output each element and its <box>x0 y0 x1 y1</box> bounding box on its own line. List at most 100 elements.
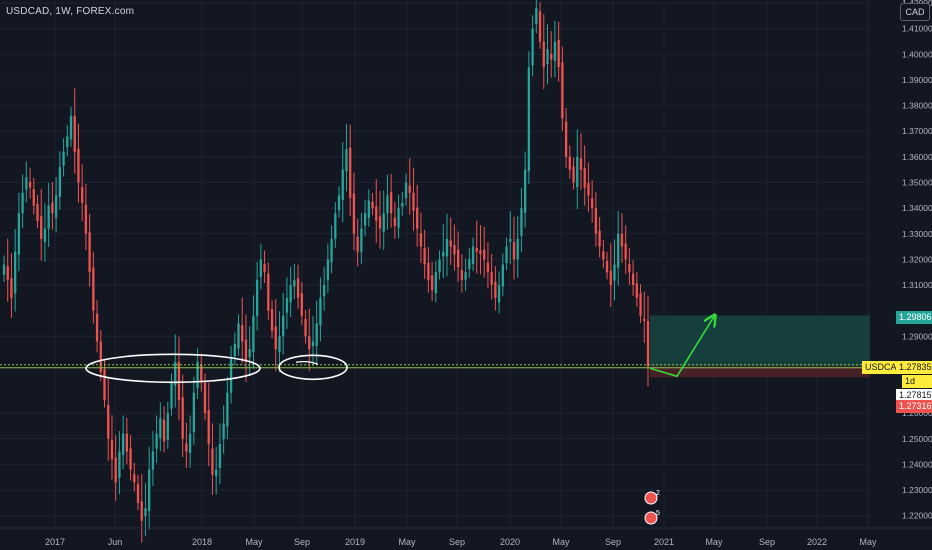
candle-body <box>363 213 367 226</box>
y-tick-label: 1.41000 <box>902 24 932 34</box>
y-tick-label: 1.37000 <box>902 126 932 136</box>
candle-body <box>550 53 553 60</box>
projection-arrow <box>649 317 714 378</box>
candle-body <box>531 28 534 66</box>
candle-body <box>460 270 464 280</box>
candle-body <box>196 361 199 389</box>
candle-body <box>315 323 318 347</box>
candle-body <box>535 8 538 25</box>
candle-body <box>81 187 84 203</box>
candle-body <box>512 241 516 260</box>
candle-body <box>77 148 80 183</box>
candle-body <box>456 249 460 268</box>
candle-body <box>148 469 151 512</box>
candle-body <box>241 325 244 342</box>
candle-body <box>121 433 125 455</box>
candle-body <box>133 474 136 483</box>
candle-body <box>330 238 333 263</box>
candle-body <box>557 39 560 68</box>
x-tick-label: May <box>552 537 570 547</box>
x-tick-label: Sep <box>294 537 310 547</box>
candle-body <box>21 192 24 214</box>
candle-body <box>322 285 326 297</box>
stop-zone <box>650 366 870 378</box>
candle-body <box>144 508 147 517</box>
candle-body <box>285 297 289 313</box>
candle-body <box>505 246 508 263</box>
candle-body <box>110 440 114 460</box>
candle-body <box>624 243 627 260</box>
candle-body <box>311 341 315 347</box>
dividend-event-icon <box>644 511 658 525</box>
candle-body <box>92 267 95 311</box>
x-tick-label: May <box>859 537 877 547</box>
candle-body <box>10 278 13 298</box>
below-price-tag: 1.27815 <box>896 389 932 402</box>
candle-body <box>416 207 419 229</box>
candle-body <box>211 448 214 475</box>
candle-body <box>43 228 47 242</box>
price-axis[interactable]: 1.420001.410001.400001.390001.380001.370… <box>896 0 932 528</box>
candle-body <box>609 270 612 286</box>
x-tick-label: Jun <box>108 537 123 547</box>
candle-body <box>47 205 50 229</box>
candle-body <box>572 166 575 183</box>
candle-body <box>114 457 117 483</box>
currency-badge[interactable]: CAD <box>900 3 930 21</box>
candle-body <box>445 238 449 257</box>
candle-body <box>226 392 229 427</box>
candle-body <box>375 206 378 221</box>
time-axis[interactable]: 2017 Jun 2018 May Sep 2019 May Sep 2020 May Sep 202… <box>0 527 932 547</box>
candle-body <box>267 273 270 311</box>
candle-body <box>382 213 385 232</box>
candle-body <box>490 272 493 286</box>
y-tick-label: 1.34000 <box>902 203 932 213</box>
candle-body <box>185 443 188 452</box>
candle-body <box>118 451 121 478</box>
candle-body <box>371 201 374 209</box>
candle-body <box>2 264 6 275</box>
candle-body <box>278 336 281 353</box>
candle-body <box>304 318 307 337</box>
candle-body <box>442 251 445 257</box>
x-tick-label: May <box>245 537 263 547</box>
candle-body <box>345 149 348 172</box>
candle-body <box>170 382 173 409</box>
candle-body <box>579 158 583 170</box>
y-tick-label: 1.38000 <box>902 101 932 111</box>
y-tick-label: 1.40000 <box>902 49 932 59</box>
candle-body <box>438 259 441 273</box>
candle-body <box>516 238 519 260</box>
candle-body <box>218 443 222 469</box>
candle-body <box>386 195 389 214</box>
candle-body <box>613 264 616 281</box>
y-tick-label: 1.31000 <box>902 280 932 290</box>
x-tick-label: Sep <box>759 537 775 547</box>
x-tick-label: 2019 <box>345 537 365 547</box>
earnings-event-icon <box>644 491 658 505</box>
candle-body <box>263 264 266 273</box>
candle-body <box>69 115 73 140</box>
candle-body <box>602 251 605 260</box>
candle-body <box>397 208 400 228</box>
ellipse-stroke-tail <box>295 361 319 365</box>
x-tick-label: Sep <box>449 537 465 547</box>
candle-body <box>95 313 99 342</box>
annotations: 25 <box>0 317 895 525</box>
candle-body <box>129 448 132 470</box>
highlight-ellipse-right <box>278 354 348 381</box>
candle-body <box>6 266 9 280</box>
y-tick-label: 1.36000 <box>902 152 932 162</box>
y-tick-label: 1.24000 <box>902 459 932 469</box>
x-tick-label: 2017 <box>45 537 65 547</box>
y-tick-label: 1.23000 <box>902 485 932 495</box>
y-tick-label: 1.39000 <box>902 75 932 85</box>
candle-body <box>17 213 21 255</box>
candle-body <box>408 185 411 193</box>
candle-body <box>576 156 579 188</box>
candle-body <box>51 202 54 214</box>
candle-body <box>107 404 110 439</box>
candle-body <box>125 433 128 452</box>
candle-body <box>32 189 35 206</box>
